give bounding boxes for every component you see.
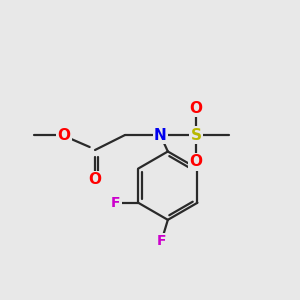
Text: O: O (88, 172, 101, 187)
Text: F: F (111, 196, 121, 210)
Text: N: N (154, 128, 167, 142)
Text: O: O (190, 101, 202, 116)
Text: O: O (57, 128, 70, 142)
Text: O: O (190, 154, 202, 169)
Text: S: S (190, 128, 202, 142)
Text: F: F (157, 234, 167, 248)
